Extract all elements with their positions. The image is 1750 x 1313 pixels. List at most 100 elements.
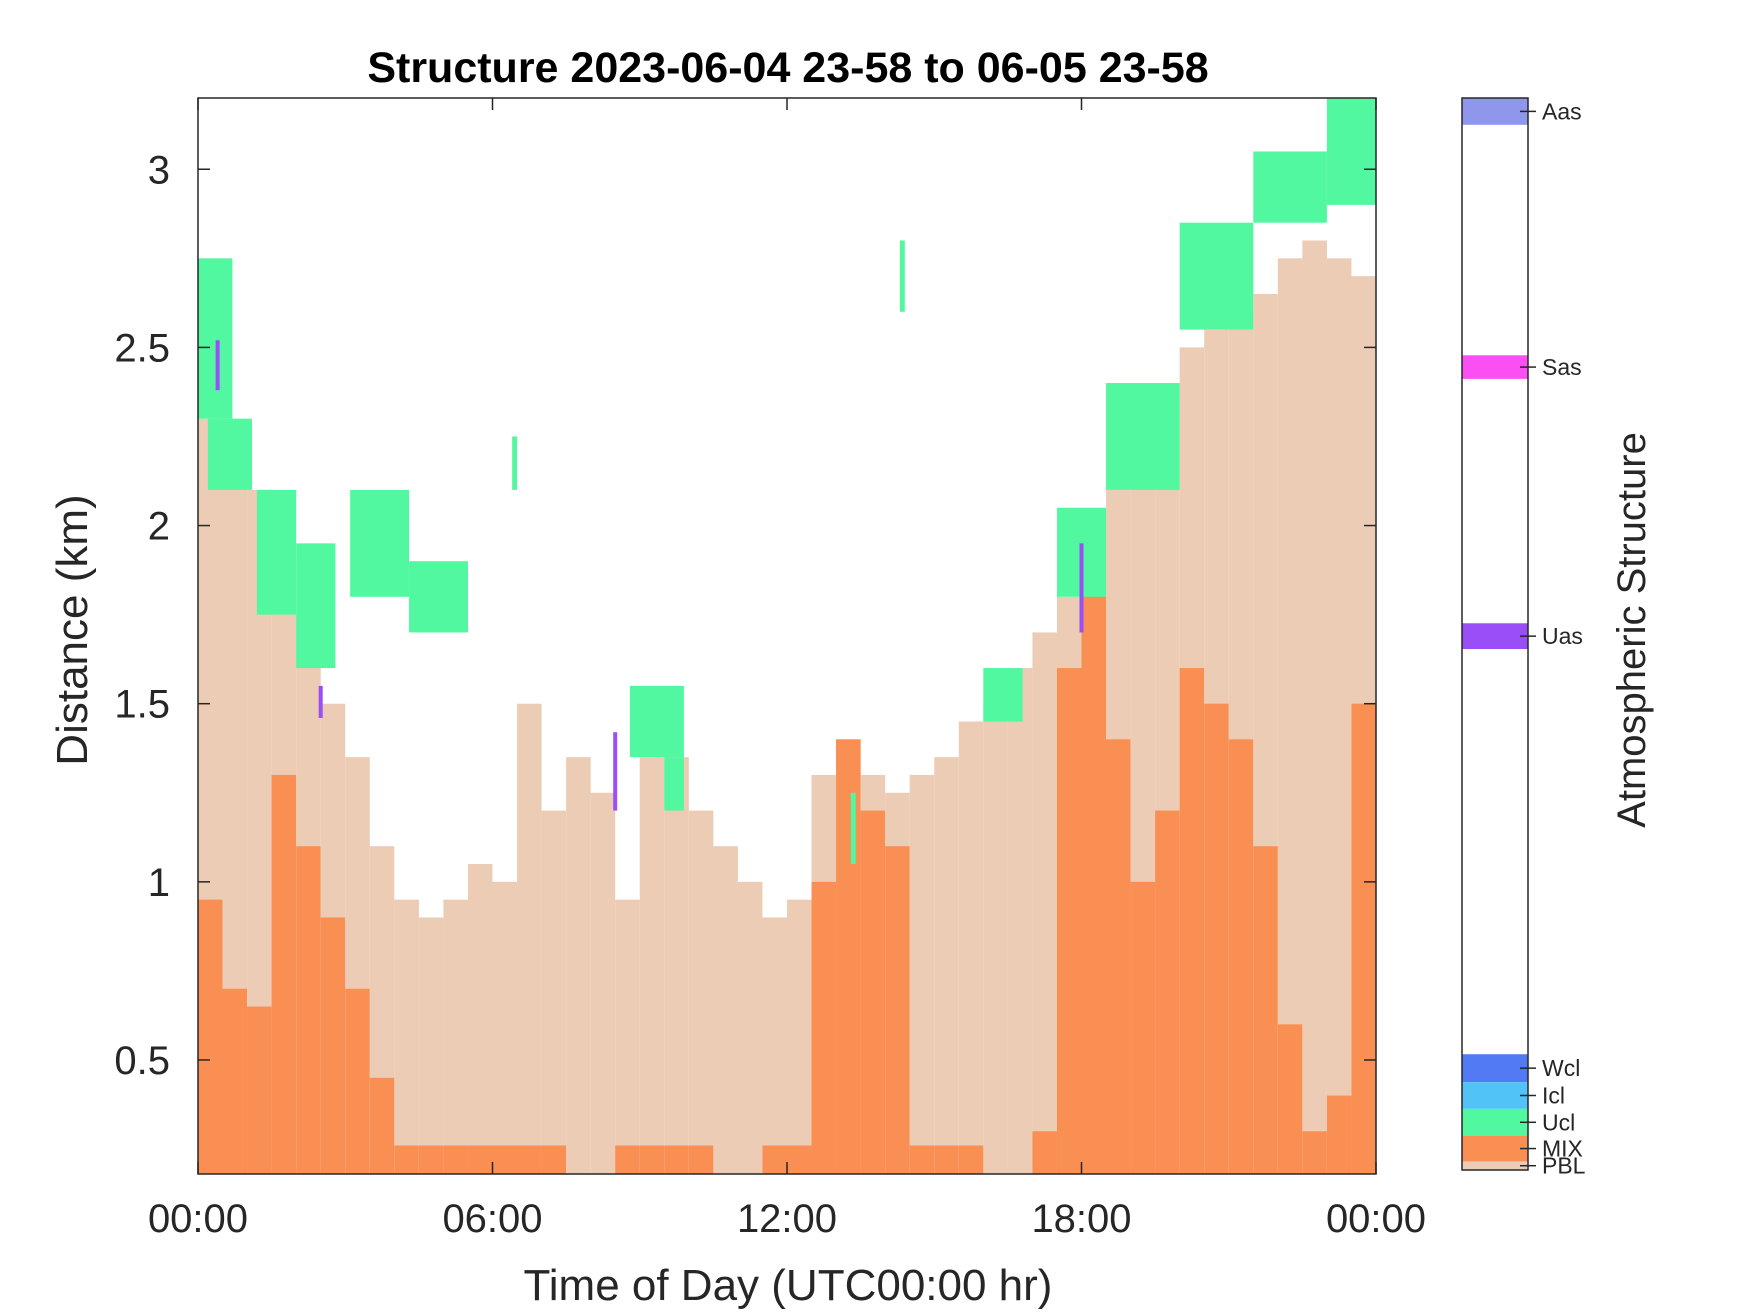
mix-bar [222, 988, 248, 1174]
colorbar-frame [1461, 97, 1529, 1171]
mix-bar [1228, 739, 1254, 1174]
mix-bar [615, 1145, 640, 1174]
pbl-bar [394, 899, 419, 1174]
ucl-segment [207, 418, 252, 490]
mix-bar [1326, 1095, 1352, 1174]
mix-bar [909, 1145, 935, 1174]
colorbar-band-wcl [1462, 1054, 1528, 1083]
pbl-bar [983, 703, 1008, 1174]
uas-mark [613, 732, 618, 811]
mix-bar [467, 1145, 493, 1174]
pbl-bar [909, 774, 935, 1174]
pbl-bar [713, 846, 738, 1174]
mix-bar [1253, 846, 1278, 1174]
pbl-bar [517, 703, 542, 1174]
mix-bar [934, 1145, 959, 1174]
pbl-bar [418, 917, 444, 1174]
y-tick-label: 1.5 [114, 683, 170, 727]
mix-bar [958, 1145, 984, 1174]
pbl-bar [958, 721, 984, 1174]
y-axis-label: Distance (km) [48, 494, 97, 765]
x-tick-label: 00:00 [1326, 1197, 1426, 1241]
pbl-bar [1326, 258, 1352, 1174]
colorbar-tick-label: Aas [1542, 98, 1582, 124]
mix-bar [1081, 561, 1107, 1174]
mix-bar [517, 1145, 542, 1174]
mix-bar [787, 1145, 812, 1174]
mix-bar [1302, 1131, 1327, 1174]
mix-bar [762, 1145, 787, 1174]
mix-bar [1277, 1024, 1303, 1174]
pbl-bar [590, 792, 616, 1174]
mix-bar [345, 988, 370, 1174]
colorbar-band-icl [1462, 1082, 1528, 1109]
pbl-bar [639, 757, 665, 1174]
ucl-segment [350, 489, 410, 597]
colorbar-tick-label: Ucl [1542, 1109, 1575, 1135]
mix-bar [811, 881, 837, 1174]
mix-bar [1155, 810, 1180, 1174]
colorbar-tick-label: PBL [1542, 1153, 1586, 1179]
ucl-segment [899, 240, 905, 312]
mix-bar [247, 1006, 272, 1174]
colorbar-band-ucl [1462, 1108, 1528, 1136]
ucl-segment [1106, 383, 1180, 490]
y-tick-label: 1 [148, 861, 170, 905]
mix-bar [296, 846, 321, 1174]
uas-mark [1079, 543, 1084, 633]
pbl-bar [1007, 668, 1033, 1174]
pbl-bar [1302, 240, 1327, 1175]
pbl-bar [615, 899, 640, 1174]
pbl-bar [541, 810, 567, 1174]
axes: 00:00 06:00 12:00 18:00 00:00 0.5 1 1.5 2 2.5 3 [114, 97, 1426, 1241]
colorbar-tick-label: Sas [1542, 354, 1582, 380]
colorbar-band-uas [1462, 623, 1528, 650]
uas-mark [215, 340, 220, 391]
mix-bar [1056, 668, 1082, 1174]
mix-bar [443, 1145, 468, 1174]
mix-bar [1351, 703, 1376, 1174]
pbl-bar [492, 881, 518, 1174]
mix-bar [688, 1145, 714, 1174]
ucl-segment [256, 489, 297, 615]
pbl-bar [443, 899, 468, 1174]
pbl-bar [787, 899, 812, 1174]
ucl-segment [1179, 222, 1254, 330]
mix-bar [885, 846, 910, 1174]
ucl-segment [983, 668, 1023, 722]
ucl-segment [629, 685, 684, 758]
pbl-bar [934, 757, 959, 1174]
mix-bar [639, 1145, 665, 1174]
mix-bar [1179, 668, 1205, 1174]
mix-bar [492, 1145, 518, 1174]
x-axis-label: Time of Day (UTC00:00 hr) [524, 1261, 1053, 1310]
colorbar-tick-label: Uas [1542, 623, 1583, 649]
y-tick-label: 3 [148, 148, 170, 192]
ucl-segment [409, 561, 468, 633]
mix-bar [836, 739, 861, 1174]
colorbar-band-sas [1462, 355, 1528, 379]
y-tick-label: 2.5 [114, 326, 170, 370]
mix-bar [860, 810, 886, 1174]
mix-bar [271, 774, 297, 1174]
mix-bar [394, 1145, 419, 1174]
uas-mark [318, 685, 323, 718]
mix-bar [1032, 1131, 1057, 1174]
plot-area [198, 98, 1376, 1175]
colorbar-tick-label: MIX [1542, 1136, 1583, 1162]
pbl-bar [664, 757, 689, 1174]
colorbar-tick-label: Wcl [1542, 1055, 1580, 1081]
mix-bar [1204, 703, 1229, 1174]
mix-bar [369, 1077, 395, 1174]
ucl-segment [664, 757, 684, 811]
mix-bar [198, 899, 223, 1174]
pbl-bar [566, 757, 591, 1174]
ucl-segment [1253, 151, 1327, 223]
mix-bar [1106, 739, 1131, 1174]
ucl-segment [198, 258, 233, 419]
colorbar-band-mix [1462, 1135, 1528, 1162]
pbl-bar [467, 864, 493, 1174]
mix-bar [1130, 881, 1156, 1174]
ucl-segment [1326, 98, 1376, 205]
